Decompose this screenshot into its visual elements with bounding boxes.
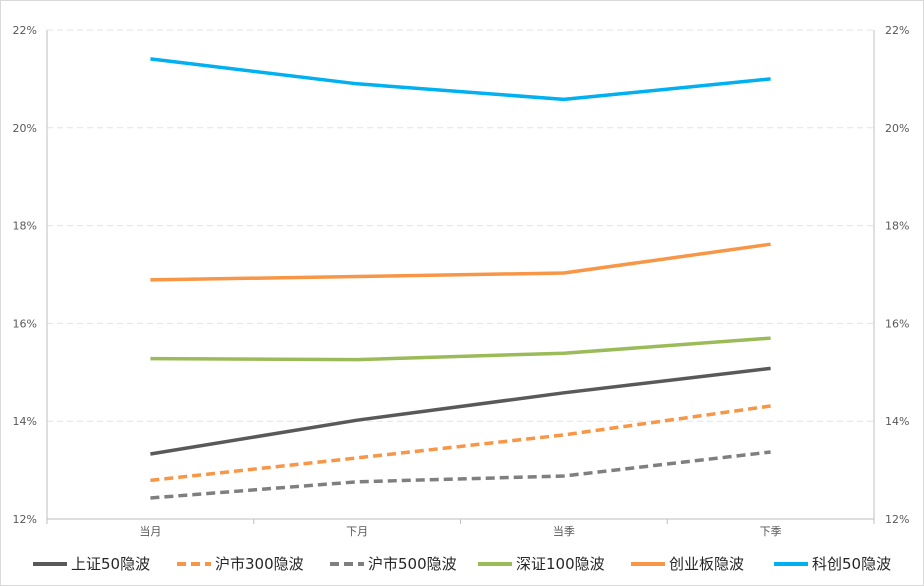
series-line xyxy=(150,404,771,483)
left-y-tick-label: 20% xyxy=(13,122,37,135)
legend-label: 深证100隐波 xyxy=(516,555,605,573)
series-line xyxy=(150,336,771,362)
legend-label: 沪市500隐波 xyxy=(368,555,457,573)
x-tick-label: 当月 xyxy=(139,524,161,538)
series-line xyxy=(150,57,771,102)
legend-item: 沪市300隐波 xyxy=(177,555,304,573)
legend-item: 创业板隐波 xyxy=(631,555,744,573)
x-axis-ticks: 当月 下月 当季 下季 xyxy=(139,524,781,538)
left-y-tick-label: 12% xyxy=(13,513,37,526)
series-line xyxy=(150,366,771,456)
left-y-tick-label: 16% xyxy=(13,317,37,330)
right-y-tick-label: 14% xyxy=(885,415,909,428)
left-y-tick-label: 22% xyxy=(13,24,37,37)
right-y-tick-label: 12% xyxy=(885,513,909,526)
legend-label: 创业板隐波 xyxy=(669,555,744,573)
left-y-tick-label: 18% xyxy=(13,220,37,233)
right-y-tick-label: 16% xyxy=(885,317,909,330)
right-y-tick-label: 20% xyxy=(885,122,909,135)
left-y-tick-label: 14% xyxy=(13,415,37,428)
right-y-tick-label: 22% xyxy=(885,24,909,37)
series-lines xyxy=(150,57,771,500)
legend-item: 沪市500隐波 xyxy=(330,555,457,573)
legend-item: 深证100隐波 xyxy=(478,555,605,573)
right-y-axis-ticks: 12% 14% 16% 18% 20% 22% xyxy=(885,24,909,526)
legend-item: 科创50隐波 xyxy=(774,555,891,573)
x-tick-label: 下月 xyxy=(346,525,368,538)
legend-item: 上证50隐波 xyxy=(33,555,150,573)
legend-label: 沪市300隐波 xyxy=(215,555,304,573)
grid-lines xyxy=(47,29,874,422)
series-line xyxy=(150,242,771,282)
legend: 上证50隐波 沪市300隐波 沪市500隐波 深证100隐波 创业板隐波 科创50隐波 xyxy=(33,555,891,573)
axes xyxy=(46,30,875,524)
series-line xyxy=(150,450,771,500)
legend-label: 科创50隐波 xyxy=(812,555,891,573)
right-y-tick-label: 18% xyxy=(885,220,909,233)
legend-label: 上证50隐波 xyxy=(71,555,150,573)
left-y-axis-ticks: 12% 14% 16% 18% 20% 22% xyxy=(13,24,37,526)
x-tick-label: 下季 xyxy=(760,525,782,538)
x-tick-label: 当季 xyxy=(553,524,575,538)
